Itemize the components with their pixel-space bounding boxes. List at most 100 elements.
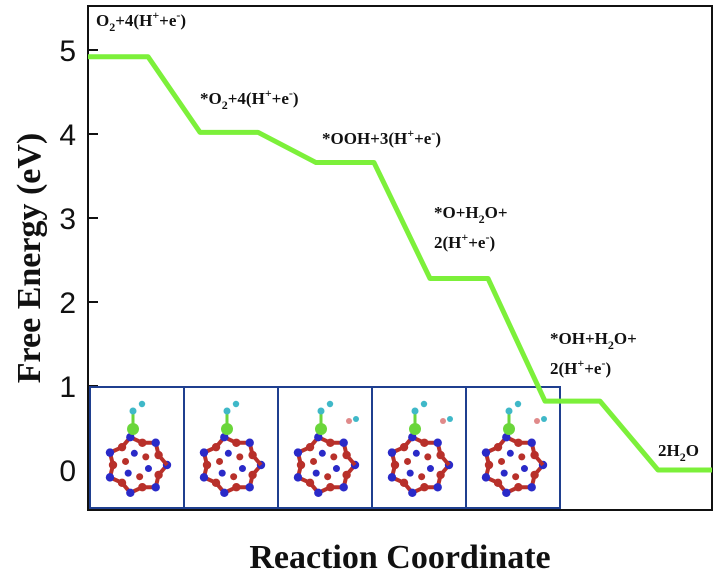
cage-atom bbox=[339, 483, 348, 492]
cage-inner-atom bbox=[500, 469, 508, 477]
cage-inner-atom bbox=[424, 453, 432, 461]
cage-atom bbox=[399, 442, 409, 452]
cage-inner-atom bbox=[142, 453, 150, 461]
state-label-o: *O+H2O+ bbox=[434, 203, 508, 226]
water-molecule-atom bbox=[346, 418, 352, 424]
cage-inner-atom bbox=[404, 457, 412, 465]
cage-atom bbox=[245, 483, 254, 492]
cage-inner-atom bbox=[418, 473, 426, 481]
y-tick-label: 5 bbox=[59, 35, 76, 68]
cage-atom bbox=[390, 460, 400, 470]
cage-atom bbox=[502, 488, 511, 497]
adsorbate-atom bbox=[514, 400, 522, 408]
adsorbate-atom bbox=[232, 400, 240, 408]
water-molecule-atom bbox=[447, 416, 453, 422]
cage-inner-atom bbox=[124, 469, 132, 477]
structure-inset bbox=[89, 386, 561, 509]
cage-atom bbox=[126, 488, 135, 497]
cage-atom bbox=[220, 433, 229, 442]
state-label-oh-line2: 2(H++e-) bbox=[550, 356, 611, 378]
cage-inner-atom bbox=[318, 449, 326, 457]
state-label-oh: *OH+H2O+ bbox=[550, 329, 637, 352]
cage-atom bbox=[527, 483, 536, 492]
cage-atom bbox=[293, 473, 303, 482]
cage-atom bbox=[514, 438, 523, 447]
cage-inner-atom bbox=[512, 473, 520, 481]
cage-inner-atom bbox=[330, 453, 338, 461]
water-molecule-atom bbox=[541, 416, 547, 422]
cage-inner-atom bbox=[136, 473, 144, 481]
cage-inner-atom bbox=[218, 469, 226, 477]
x-axis-title: Reaction Coordinate bbox=[249, 539, 550, 576]
cage-inner-atom bbox=[236, 453, 244, 461]
cage-atom bbox=[502, 433, 511, 442]
cage-atom bbox=[433, 438, 442, 447]
water-molecule-atom bbox=[534, 418, 540, 424]
cage-atom bbox=[305, 478, 315, 488]
adsorbate-atom bbox=[317, 407, 325, 415]
cage-inner-atom bbox=[426, 465, 434, 473]
cage-atom bbox=[117, 442, 127, 452]
y-tick-label: 2 bbox=[59, 287, 76, 320]
y-axis-title: Free Energy (eV) bbox=[11, 133, 48, 383]
cage-atom bbox=[530, 470, 539, 480]
state-labels: O2+4(H++e-) *O2+4(H++e-) *OOH+3(H++e-) *… bbox=[96, 8, 699, 464]
state-label-o2: O2+4(H++e-) bbox=[96, 8, 186, 34]
cage-atom bbox=[399, 478, 409, 488]
state-label-ooh: *OOH+3(H++e-) bbox=[322, 126, 441, 148]
cage-atom bbox=[493, 442, 503, 452]
y-axis-ticks: 0 1 2 3 4 5 bbox=[59, 35, 98, 488]
cage-inner-atom bbox=[122, 457, 130, 465]
cage-atom bbox=[202, 460, 212, 470]
y-tick-label: 3 bbox=[59, 203, 76, 236]
cage-atom bbox=[387, 473, 397, 482]
inset-structure-panel bbox=[105, 400, 172, 497]
cage-atom bbox=[484, 460, 494, 470]
cage-inner-atom bbox=[506, 449, 514, 457]
cage-inner-atom bbox=[412, 449, 420, 457]
cage-atom bbox=[387, 448, 397, 457]
adsorbate-atom bbox=[138, 400, 146, 408]
cage-atom bbox=[151, 438, 160, 447]
cage-atom bbox=[314, 433, 323, 442]
adsorbate-atom bbox=[420, 400, 428, 408]
cage-inner-atom bbox=[406, 469, 414, 477]
cage-inner-atom bbox=[312, 469, 320, 477]
cage-atom bbox=[481, 448, 491, 457]
water-molecule-atom bbox=[353, 416, 359, 422]
cage-inner-atom bbox=[332, 465, 340, 473]
adsorbate-atom bbox=[223, 407, 231, 415]
cage-atom bbox=[493, 478, 503, 488]
cage-atom bbox=[199, 473, 209, 482]
adsorbate-atom bbox=[326, 400, 334, 408]
cage-atom bbox=[105, 473, 115, 482]
cage-atom bbox=[154, 450, 163, 460]
cage-atom bbox=[408, 488, 417, 497]
state-label-o-line2: 2(H++e-) bbox=[434, 230, 495, 252]
cage-atom bbox=[211, 442, 221, 452]
cage-atom bbox=[326, 483, 335, 492]
adsorbate-atom bbox=[505, 407, 513, 415]
cage-inner-atom bbox=[224, 449, 232, 457]
cage-atom bbox=[433, 483, 442, 492]
cage-atom bbox=[342, 470, 351, 480]
inset-structure-panel bbox=[371, 387, 454, 508]
cage-atom bbox=[138, 438, 147, 447]
cage-inner-atom bbox=[238, 465, 246, 473]
cage-inner-atom bbox=[324, 473, 332, 481]
cage-atom bbox=[108, 460, 118, 470]
cage-atom bbox=[314, 488, 323, 497]
cage-atom bbox=[420, 438, 429, 447]
cage-atom bbox=[211, 478, 221, 488]
cage-atom bbox=[245, 438, 254, 447]
cage-inner-atom bbox=[518, 453, 526, 461]
cage-atom bbox=[126, 433, 135, 442]
y-tick-label: 1 bbox=[59, 371, 76, 404]
cage-atom bbox=[296, 460, 306, 470]
adsorbate-atom bbox=[129, 407, 137, 415]
cage-inner-atom bbox=[498, 457, 506, 465]
state-label-h2o: 2H2O bbox=[658, 441, 699, 464]
inset-structure-panel bbox=[183, 387, 266, 508]
inset-structure-panel bbox=[277, 387, 360, 508]
